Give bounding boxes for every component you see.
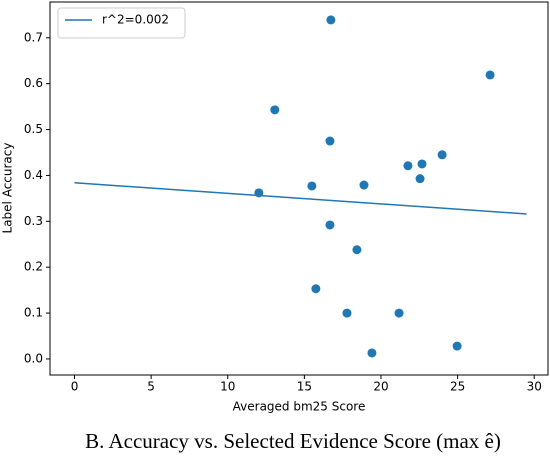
y-tick-label: 0.0 — [24, 351, 43, 365]
point — [325, 136, 335, 146]
caption: B. Accuracy vs. Selected Evidence Score … — [85, 429, 501, 453]
point — [342, 308, 352, 318]
y-tick-label: 0.4 — [24, 168, 43, 182]
legend-label: r^2=0.002 — [102, 13, 169, 27]
y-tick-label: 0.1 — [24, 306, 43, 320]
point — [417, 159, 427, 169]
point — [326, 15, 336, 25]
point — [359, 180, 369, 190]
x-tick-label: 20 — [373, 380, 388, 394]
y-axis-label: Label Accuracy — [1, 143, 15, 234]
x-tick-label: 25 — [450, 380, 465, 394]
point — [452, 341, 462, 351]
point — [325, 220, 335, 230]
point — [254, 188, 264, 198]
y-tick-label: 0.6 — [24, 76, 43, 90]
point — [485, 70, 495, 80]
point — [415, 174, 425, 184]
point — [403, 161, 413, 171]
x-tick-label: 10 — [220, 380, 235, 394]
x-tick-label: 0 — [71, 380, 79, 394]
x-axis-label: Averaged bm25 Score — [233, 400, 366, 414]
x-tick-label: 5 — [147, 380, 155, 394]
x-tick-label: 30 — [527, 380, 542, 394]
point — [367, 348, 377, 358]
y-tick-label: 0.2 — [24, 260, 43, 274]
point — [270, 105, 280, 115]
point — [311, 284, 321, 294]
regression-line — [74, 182, 527, 215]
point — [307, 181, 317, 191]
plot-frame — [49, 1, 549, 376]
point — [437, 150, 447, 160]
point — [352, 245, 362, 255]
y-tick-label: 0.7 — [24, 30, 43, 44]
y-tick-label: 0.3 — [24, 214, 43, 228]
y-tick-label: 0.5 — [24, 122, 43, 136]
legend-box — [57, 7, 186, 39]
x-tick-label: 15 — [297, 380, 312, 394]
point — [394, 308, 404, 318]
